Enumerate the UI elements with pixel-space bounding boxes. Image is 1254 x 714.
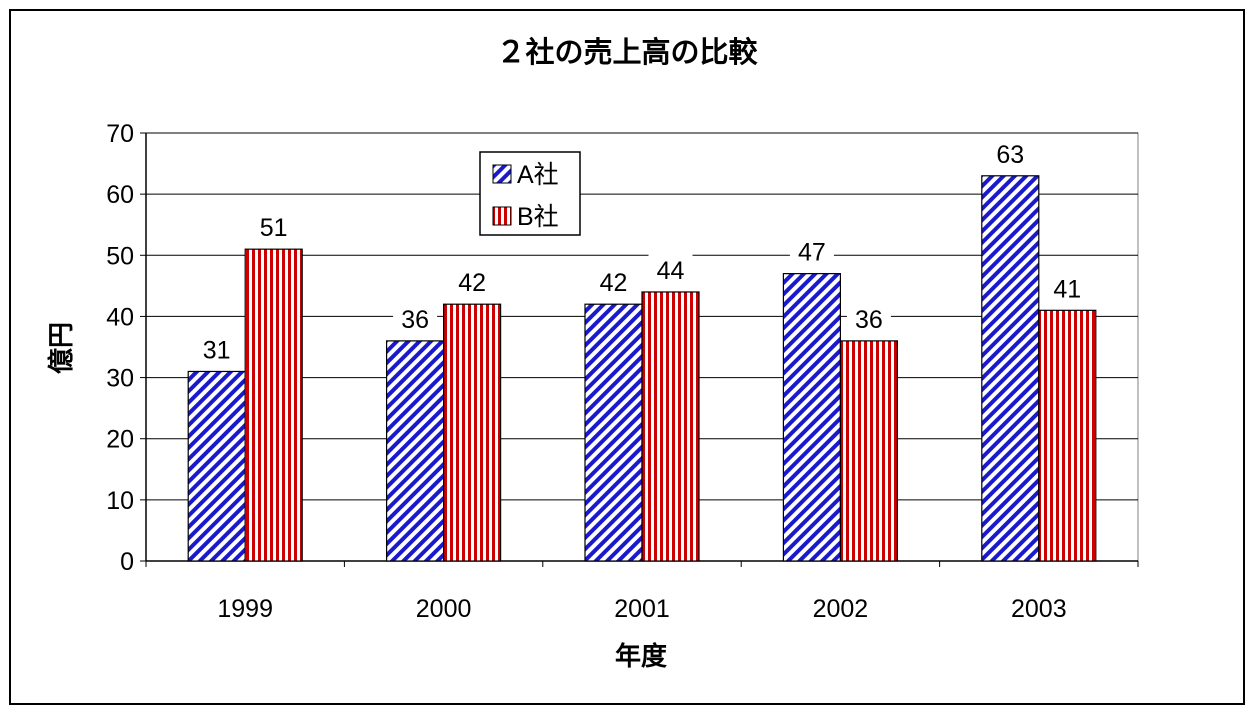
chart-title: ２社の売上高の比較 (496, 35, 758, 69)
legend-swatch-b (492, 206, 512, 226)
x-tick-label: 2001 (614, 595, 670, 623)
bar-b (641, 291, 700, 562)
data-label-background (194, 333, 239, 366)
x-tick-label: 2002 (813, 595, 869, 623)
data-label-background (988, 137, 1033, 170)
data-label-background (251, 211, 296, 244)
y-axis-title: 億円 (47, 322, 77, 374)
data-label: 36 (855, 306, 883, 334)
x-tick-label: 2000 (416, 595, 472, 623)
bar-b (443, 303, 502, 562)
x-axis-title: 年度 (615, 641, 667, 672)
data-label: 42 (600, 269, 628, 297)
data-label-background (1045, 272, 1090, 305)
y-tick-label: 70 (106, 120, 134, 148)
y-tick-label: 0 (120, 548, 134, 576)
legend-label-a: A社 (517, 161, 559, 189)
bar-a (187, 370, 246, 562)
data-label: 36 (401, 306, 429, 334)
legend: A社 B社 (479, 151, 581, 236)
bar-a (584, 303, 643, 562)
bar-a (981, 175, 1040, 562)
data-label: 51 (260, 214, 288, 242)
data-label: 41 (1053, 275, 1081, 303)
y-tick-label: 20 (106, 426, 134, 454)
bar-b (244, 248, 303, 562)
data-label-background (450, 266, 495, 299)
data-label-background (846, 302, 891, 335)
y-tick-label: 60 (106, 181, 134, 209)
y-tick-label: 40 (106, 303, 134, 331)
data-label: 42 (458, 269, 486, 297)
bar-b (839, 340, 899, 562)
data-label: 31 (203, 336, 231, 364)
data-label-background (393, 302, 438, 335)
y-tick-label: 50 (106, 242, 134, 270)
x-tick-label: 1999 (217, 595, 273, 623)
legend-swatch-a (492, 164, 512, 184)
data-label: 47 (798, 239, 826, 267)
y-tick-label: 10 (106, 487, 134, 515)
data-label-background (648, 253, 693, 286)
data-label: 63 (996, 141, 1024, 169)
data-label-background (789, 235, 834, 268)
bar-b (1038, 309, 1097, 562)
y-tick-label: 30 (106, 365, 134, 393)
data-label: 44 (657, 257, 685, 285)
plot-area: 0 10 20 30 40 50 60 70 31 51 1999 36 42 2000 42 44 2001 4… (106, 120, 1139, 623)
bar-a (386, 340, 445, 562)
data-label-background (591, 266, 636, 299)
bar-a (782, 273, 842, 562)
legend-label-b: B社 (517, 203, 559, 231)
x-tick-label: 2003 (1011, 595, 1067, 623)
